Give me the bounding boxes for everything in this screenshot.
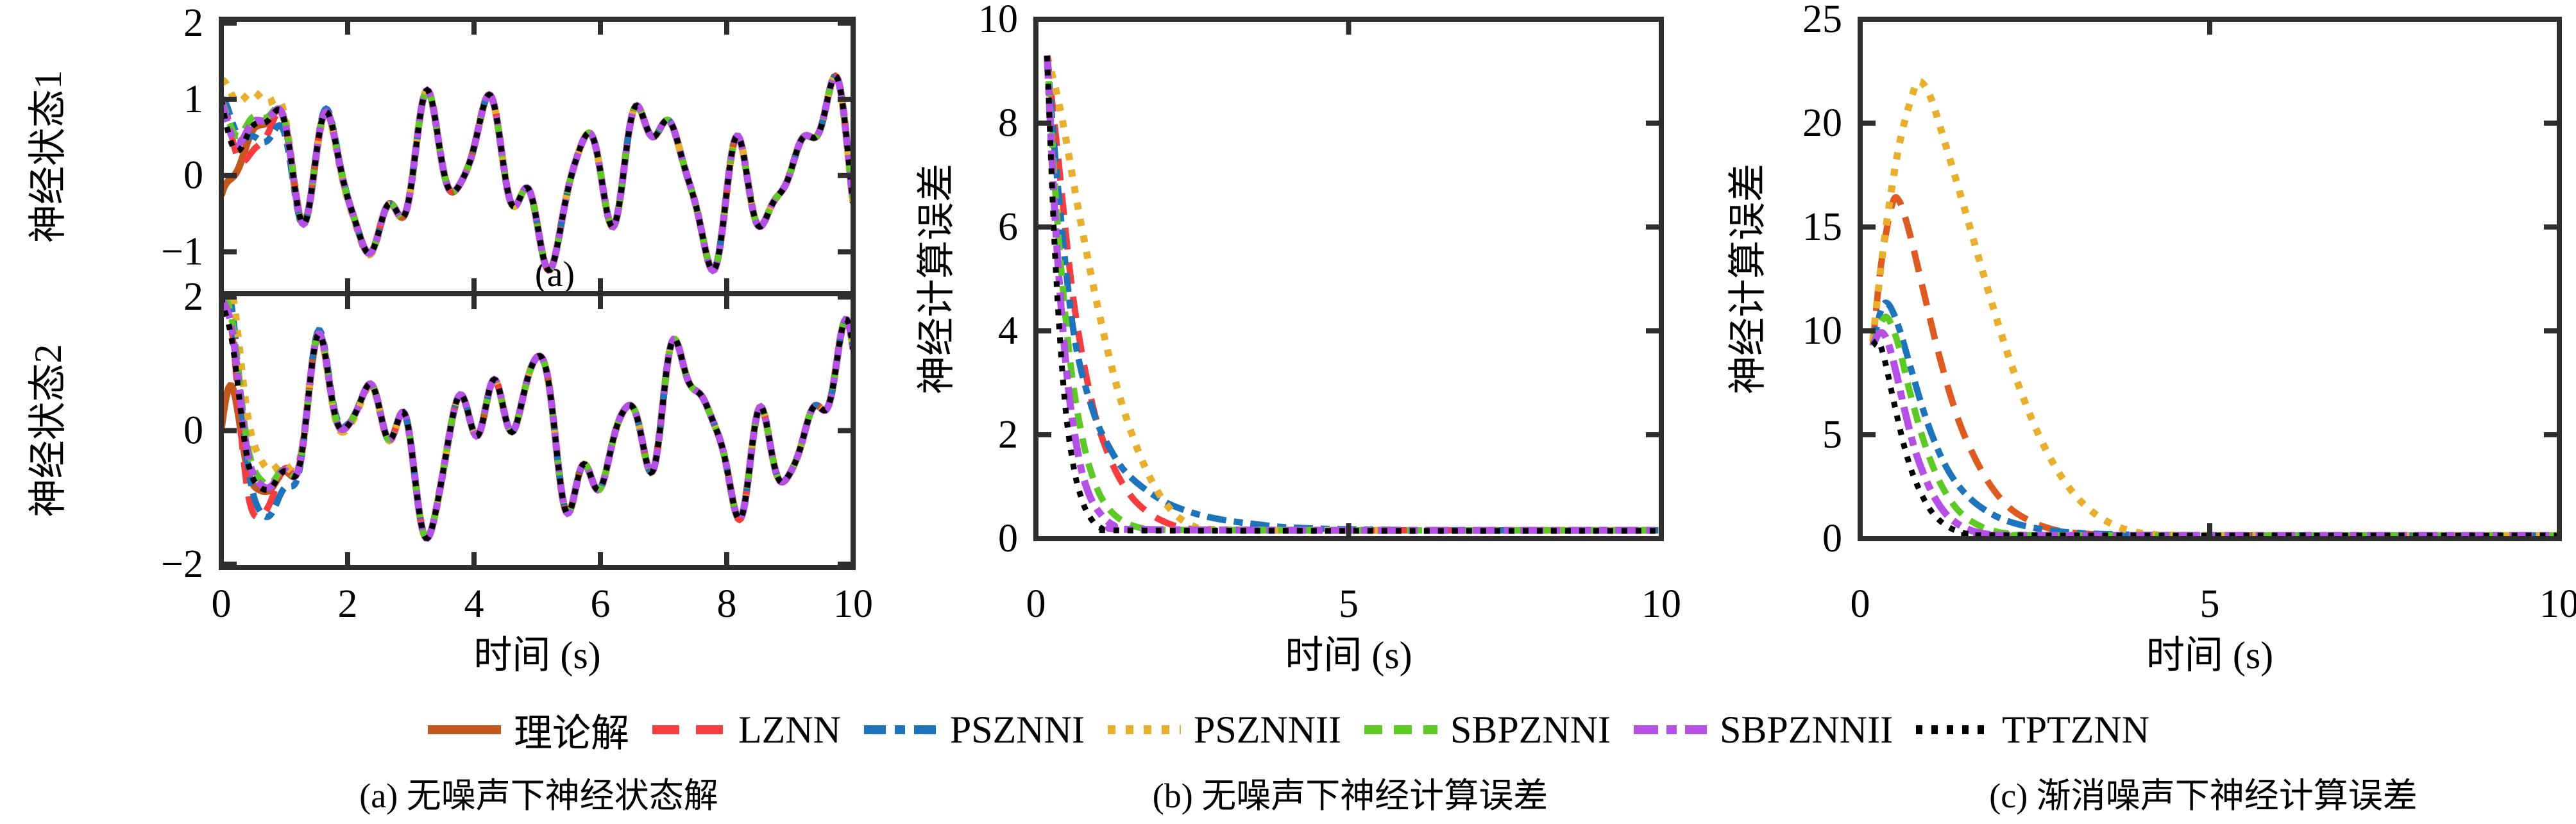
caption-row: (a) 无噪声下神经状态解 (b) 无噪声下神经计算误差 (c) 渐消噪声下神经… <box>0 767 2576 818</box>
y-axis-label-state2: 神经状态2 <box>27 344 69 517</box>
x-tick-label: 6 <box>591 582 611 626</box>
y-tick-label: −1 <box>161 230 203 274</box>
legend-label-PSZNNI: PSZNNI <box>949 708 1085 751</box>
curve-c-TPTZNN <box>1870 337 2559 539</box>
legend-swatch-LZNN <box>652 725 725 734</box>
subplot-a-xaxis: 0 2 4 6 8 10 时间 (s) <box>212 582 874 677</box>
x-tick-label: 4 <box>464 582 484 626</box>
y-tick-label: 15 <box>1802 205 1842 249</box>
x-tick-label: 5 <box>1339 582 1359 626</box>
legend-label-TPTZNN: TPTZNN <box>2002 708 2150 751</box>
legend-label-PSZNNII: PSZNNII <box>1193 708 1341 751</box>
legend-swatch-THEO <box>427 725 501 734</box>
legend-swatch-SBPZNNI <box>1364 725 1437 734</box>
x-axis-label-c: 时间 (s) <box>2146 634 2273 677</box>
y-tick-label: 2 <box>183 275 203 319</box>
y-tick-label: 2 <box>998 413 1018 457</box>
curves-b <box>1044 55 1661 534</box>
x-tick-label: 2 <box>338 582 358 626</box>
y-tick-label: 5 <box>1822 413 1842 457</box>
x-tick-label: 10 <box>1641 582 1681 626</box>
x-tick-label: 8 <box>717 582 737 626</box>
legend: 理论解 LZNN PSZNNI PSZNNII SBPZNNI SBPZNNII TPTZN… <box>0 704 2576 755</box>
y-tick-label: 0 <box>1822 517 1842 560</box>
curves-state1 <box>221 72 853 274</box>
y-tick-label: 0 <box>998 517 1018 560</box>
x-tick-label: 0 <box>212 582 232 626</box>
y-axis-label-c: 神经计算误差 <box>1727 164 1769 394</box>
x-tick-label: 10 <box>2539 582 2576 626</box>
curve-b-LZNN <box>1044 55 1661 534</box>
subplot-b-box <box>1033 17 1664 541</box>
y-tick-label: 10 <box>1802 309 1842 353</box>
legend-item-THEO: 理论解 <box>427 702 629 758</box>
caption-c: (c) 渐消噪声下神经计算误差 <box>1989 777 2418 815</box>
y-axis-label-state1: 神经状态1 <box>27 70 69 243</box>
curve-c-LZNN <box>1869 194 2559 539</box>
y-tick-label: 8 <box>998 101 1018 145</box>
y-tick-label: 0 <box>183 409 203 453</box>
curve-b-SBPZNNII <box>1044 55 1661 534</box>
subplot-c-box <box>1858 17 2562 541</box>
x-tick-label: 10 <box>833 582 873 626</box>
legend-label-SBPZNNI: SBPZNNI <box>1450 708 1611 751</box>
curves-state2 <box>221 294 853 542</box>
curves-c <box>1869 78 2559 539</box>
x-axis-label-b: 时间 (s) <box>1285 634 1412 677</box>
curve-a-state2-TPTZNN <box>221 296 853 541</box>
y-tick-label: 20 <box>1802 101 1842 145</box>
legend-item-TPTZNN: TPTZNN <box>1915 708 2149 752</box>
legend-swatch-PSZNNII <box>1107 725 1181 734</box>
x-tick-label: 0 <box>1026 582 1046 626</box>
curve-b-SBPZNNI <box>1044 55 1661 534</box>
legend-swatch-SBPZNNII <box>1634 725 1707 734</box>
y-tick-label: 1 <box>183 78 203 121</box>
curve-b-PSZNNI <box>1044 55 1661 534</box>
y-tick-label: 10 <box>978 0 1018 41</box>
legend-item-SBPZNNI: SBPZNNI <box>1363 708 1611 752</box>
y-tick-label: −2 <box>161 542 203 586</box>
curve-b-PSZNNII <box>1044 55 1661 534</box>
legend-label-SBPZNNII: SBPZNNII <box>1720 708 1894 751</box>
y-tick-label: 25 <box>1802 0 1842 41</box>
legend-swatch-PSZNNI <box>863 725 937 734</box>
y-tick-label: 6 <box>998 205 1018 249</box>
legend-item-SBPZNNII: SBPZNNII <box>1632 708 1893 752</box>
y-tick-label: 4 <box>998 309 1018 353</box>
curve-a-state1-SBPZNNI <box>221 72 853 274</box>
x-axis-label-a: 时间 (s) <box>473 634 600 677</box>
y-tick-label: 2 <box>183 1 203 45</box>
curve-c-PSZNNI <box>1869 299 2559 539</box>
x-tick-label: 0 <box>1851 582 1870 626</box>
curve-a-state1-TPTZNN <box>221 72 853 274</box>
curve-c-SBPZNNI <box>1869 314 2559 539</box>
subplot-a-panel-state2: 2 0 −2 神经状态2 <box>27 275 856 586</box>
caption-b: (b) 无噪声下神经计算误差 <box>1152 777 1548 815</box>
y-tick-label: 0 <box>183 154 203 198</box>
legend-label-THEO: 理论解 <box>513 712 629 755</box>
caption-a: (a) 无噪声下神经状态解 <box>359 777 718 815</box>
y-axis-label-b: 神经计算误差 <box>915 164 958 394</box>
legend-swatch-TPTZNN <box>1916 725 1990 734</box>
x-tick-label: 5 <box>2200 582 2220 626</box>
curve-b-TPTZNN <box>1044 55 1661 534</box>
legend-label-LZNN: LZNN <box>738 708 841 751</box>
legend-item-PSZNNI: PSZNNI <box>863 708 1085 752</box>
legend-item-PSZNNII: PSZNNII <box>1106 708 1341 752</box>
legend-item-LZNN: LZNN <box>651 708 841 752</box>
curve-c-PSZNNII <box>1869 78 2559 539</box>
